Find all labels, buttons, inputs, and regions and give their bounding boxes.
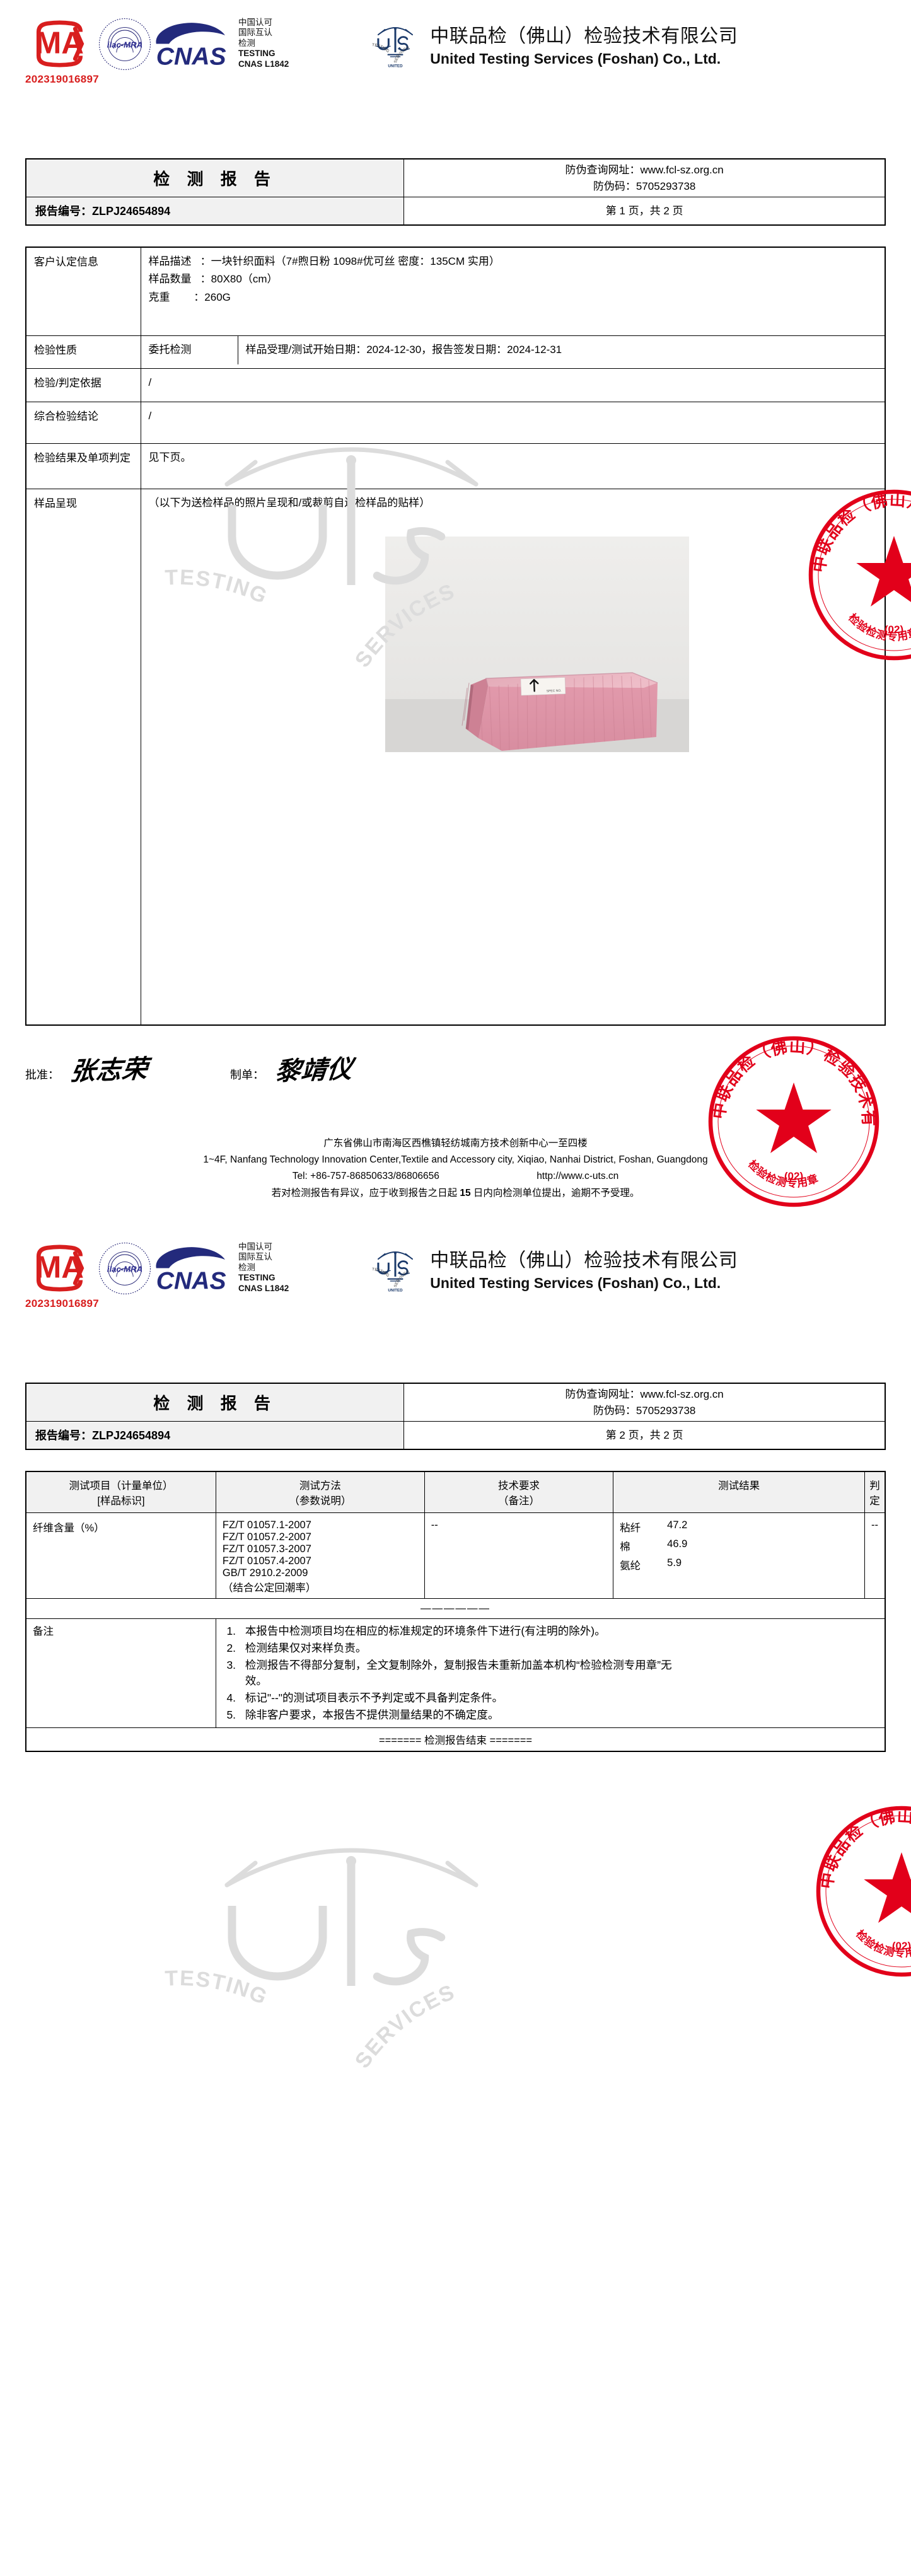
svg-text:UNITED: UNITED [388, 1288, 403, 1292]
svg-text:ilac-MRA: ilac-MRA [107, 1264, 142, 1273]
svg-text:ilac-MRA: ilac-MRA [107, 40, 142, 49]
svg-text:CNAS: CNAS [156, 1268, 226, 1294]
svg-text:SPEC NO.: SPEC NO. [546, 689, 561, 693]
svg-text:SERVICES: SERVICES [351, 1980, 459, 2072]
svg-text:UNITED: UNITED [388, 64, 403, 68]
svg-text:CNAS: CNAS [156, 44, 226, 69]
svg-text:TESTING: TESTING [165, 1966, 272, 2010]
